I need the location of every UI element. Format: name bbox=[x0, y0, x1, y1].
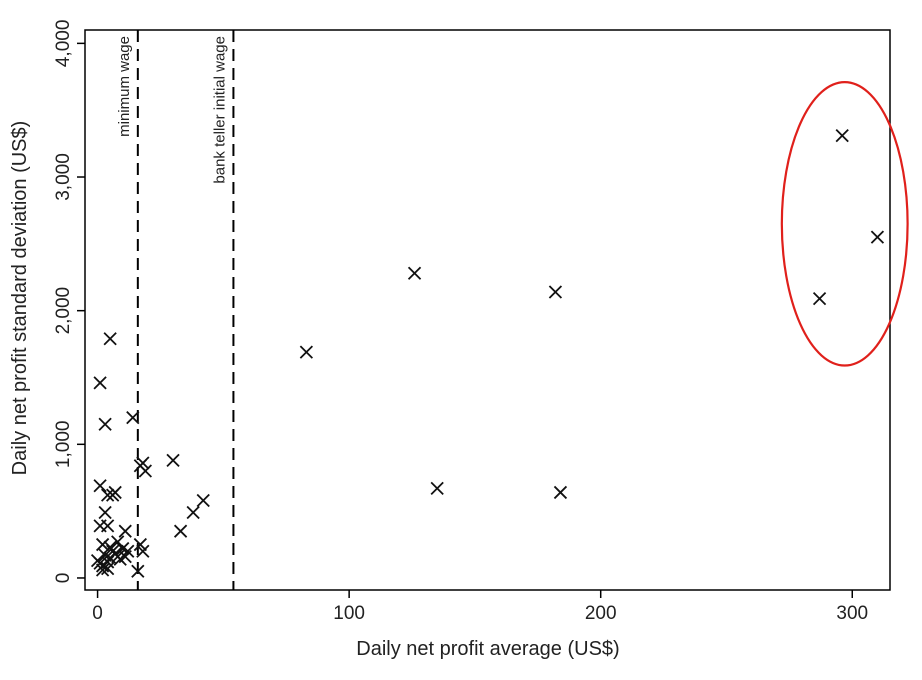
data-point bbox=[106, 488, 120, 502]
data-point bbox=[196, 493, 210, 508]
data-point bbox=[126, 410, 140, 425]
data-point bbox=[870, 230, 885, 244]
y-axis-title: Daily net profit standard deviation (US$… bbox=[9, 121, 31, 476]
data-point-stroke bbox=[173, 524, 188, 538]
y-tick-label: 0 bbox=[53, 573, 74, 584]
data-point-stroke bbox=[812, 292, 827, 306]
data-point-stroke bbox=[106, 488, 120, 502]
data-point bbox=[101, 488, 115, 502]
x-axis: 0 100 200 300 bbox=[92, 590, 868, 624]
data-point-stroke bbox=[186, 505, 200, 520]
data-point bbox=[812, 292, 827, 306]
data-point-stroke bbox=[98, 417, 112, 431]
data-point-stroke bbox=[133, 459, 147, 473]
data-point-stroke bbox=[196, 493, 210, 508]
y-axis: 0 1,000 2,000 3,000 4,000 bbox=[53, 20, 85, 584]
data-point-stroke bbox=[103, 540, 117, 554]
data-point bbox=[95, 563, 110, 577]
data-point bbox=[121, 544, 135, 558]
y-tick-label: 1,000 bbox=[53, 421, 74, 469]
x-axis-title: Daily net profit average (US$) bbox=[356, 638, 619, 660]
reference-lines: minimum wage bank teller initial wage bbox=[116, 30, 235, 590]
plot-frame bbox=[84, 29, 891, 591]
data-point-stroke bbox=[118, 524, 132, 538]
data-point-stroke bbox=[111, 535, 125, 549]
x-tick-label: 200 bbox=[585, 603, 617, 624]
data-point bbox=[131, 564, 145, 578]
data-point bbox=[186, 505, 200, 520]
data-point-stroke bbox=[93, 479, 107, 493]
data-point bbox=[407, 266, 422, 280]
data-point bbox=[173, 524, 188, 538]
data-point bbox=[93, 479, 107, 493]
data-point-stroke bbox=[131, 564, 145, 578]
data-point-stroke bbox=[126, 410, 140, 425]
x-tick-label: 300 bbox=[836, 603, 868, 624]
data-point-stroke bbox=[553, 485, 568, 500]
data-point-stroke bbox=[870, 230, 885, 244]
data-point bbox=[118, 524, 132, 538]
data-point-stroke bbox=[93, 376, 107, 390]
data-point-stroke bbox=[430, 481, 444, 496]
data-point-stroke bbox=[407, 266, 422, 280]
data-point-stroke bbox=[101, 519, 115, 533]
data-point-stroke bbox=[95, 537, 110, 552]
data-point-stroke bbox=[299, 345, 314, 359]
highlight-ellipse bbox=[780, 81, 909, 367]
x-tick-label: 100 bbox=[333, 603, 365, 624]
data-point bbox=[95, 537, 110, 552]
data-point bbox=[548, 285, 563, 299]
highlight-layer bbox=[780, 81, 909, 367]
y-tick-label: 4,000 bbox=[53, 20, 74, 68]
data-point bbox=[835, 128, 849, 143]
data-point bbox=[133, 459, 147, 473]
data-point-stroke bbox=[548, 285, 563, 299]
data-point-stroke bbox=[116, 541, 130, 556]
data-point bbox=[553, 485, 568, 500]
x-tick-label: 0 bbox=[92, 603, 103, 624]
data-point-stroke bbox=[101, 561, 115, 576]
data-point-stroke bbox=[98, 548, 112, 562]
data-point bbox=[103, 332, 117, 346]
data-point bbox=[166, 453, 180, 467]
data-point bbox=[299, 345, 314, 359]
data-point bbox=[101, 561, 115, 576]
reference-line-label: minimum wage bbox=[116, 36, 133, 137]
data-point bbox=[93, 376, 107, 390]
data-point-stroke bbox=[101, 488, 115, 502]
data-point bbox=[98, 417, 112, 431]
data-point bbox=[136, 544, 150, 558]
data-point-stroke bbox=[133, 537, 147, 552]
reference-line-label: bank teller initial wage bbox=[211, 36, 228, 184]
data-point-stroke bbox=[95, 563, 110, 577]
data-point-stroke bbox=[166, 453, 180, 467]
y-tick-label: 2,000 bbox=[53, 287, 74, 335]
data-point-stroke bbox=[835, 128, 849, 143]
data-point-stroke bbox=[103, 332, 117, 346]
data-points bbox=[90, 128, 885, 578]
data-point bbox=[101, 519, 115, 533]
data-point-stroke bbox=[121, 544, 135, 558]
data-point-stroke bbox=[136, 544, 150, 558]
y-tick-label: 3,000 bbox=[53, 153, 74, 201]
data-point bbox=[98, 505, 112, 520]
data-point bbox=[430, 481, 444, 496]
data-point-stroke bbox=[98, 505, 112, 520]
data-point bbox=[103, 540, 117, 554]
